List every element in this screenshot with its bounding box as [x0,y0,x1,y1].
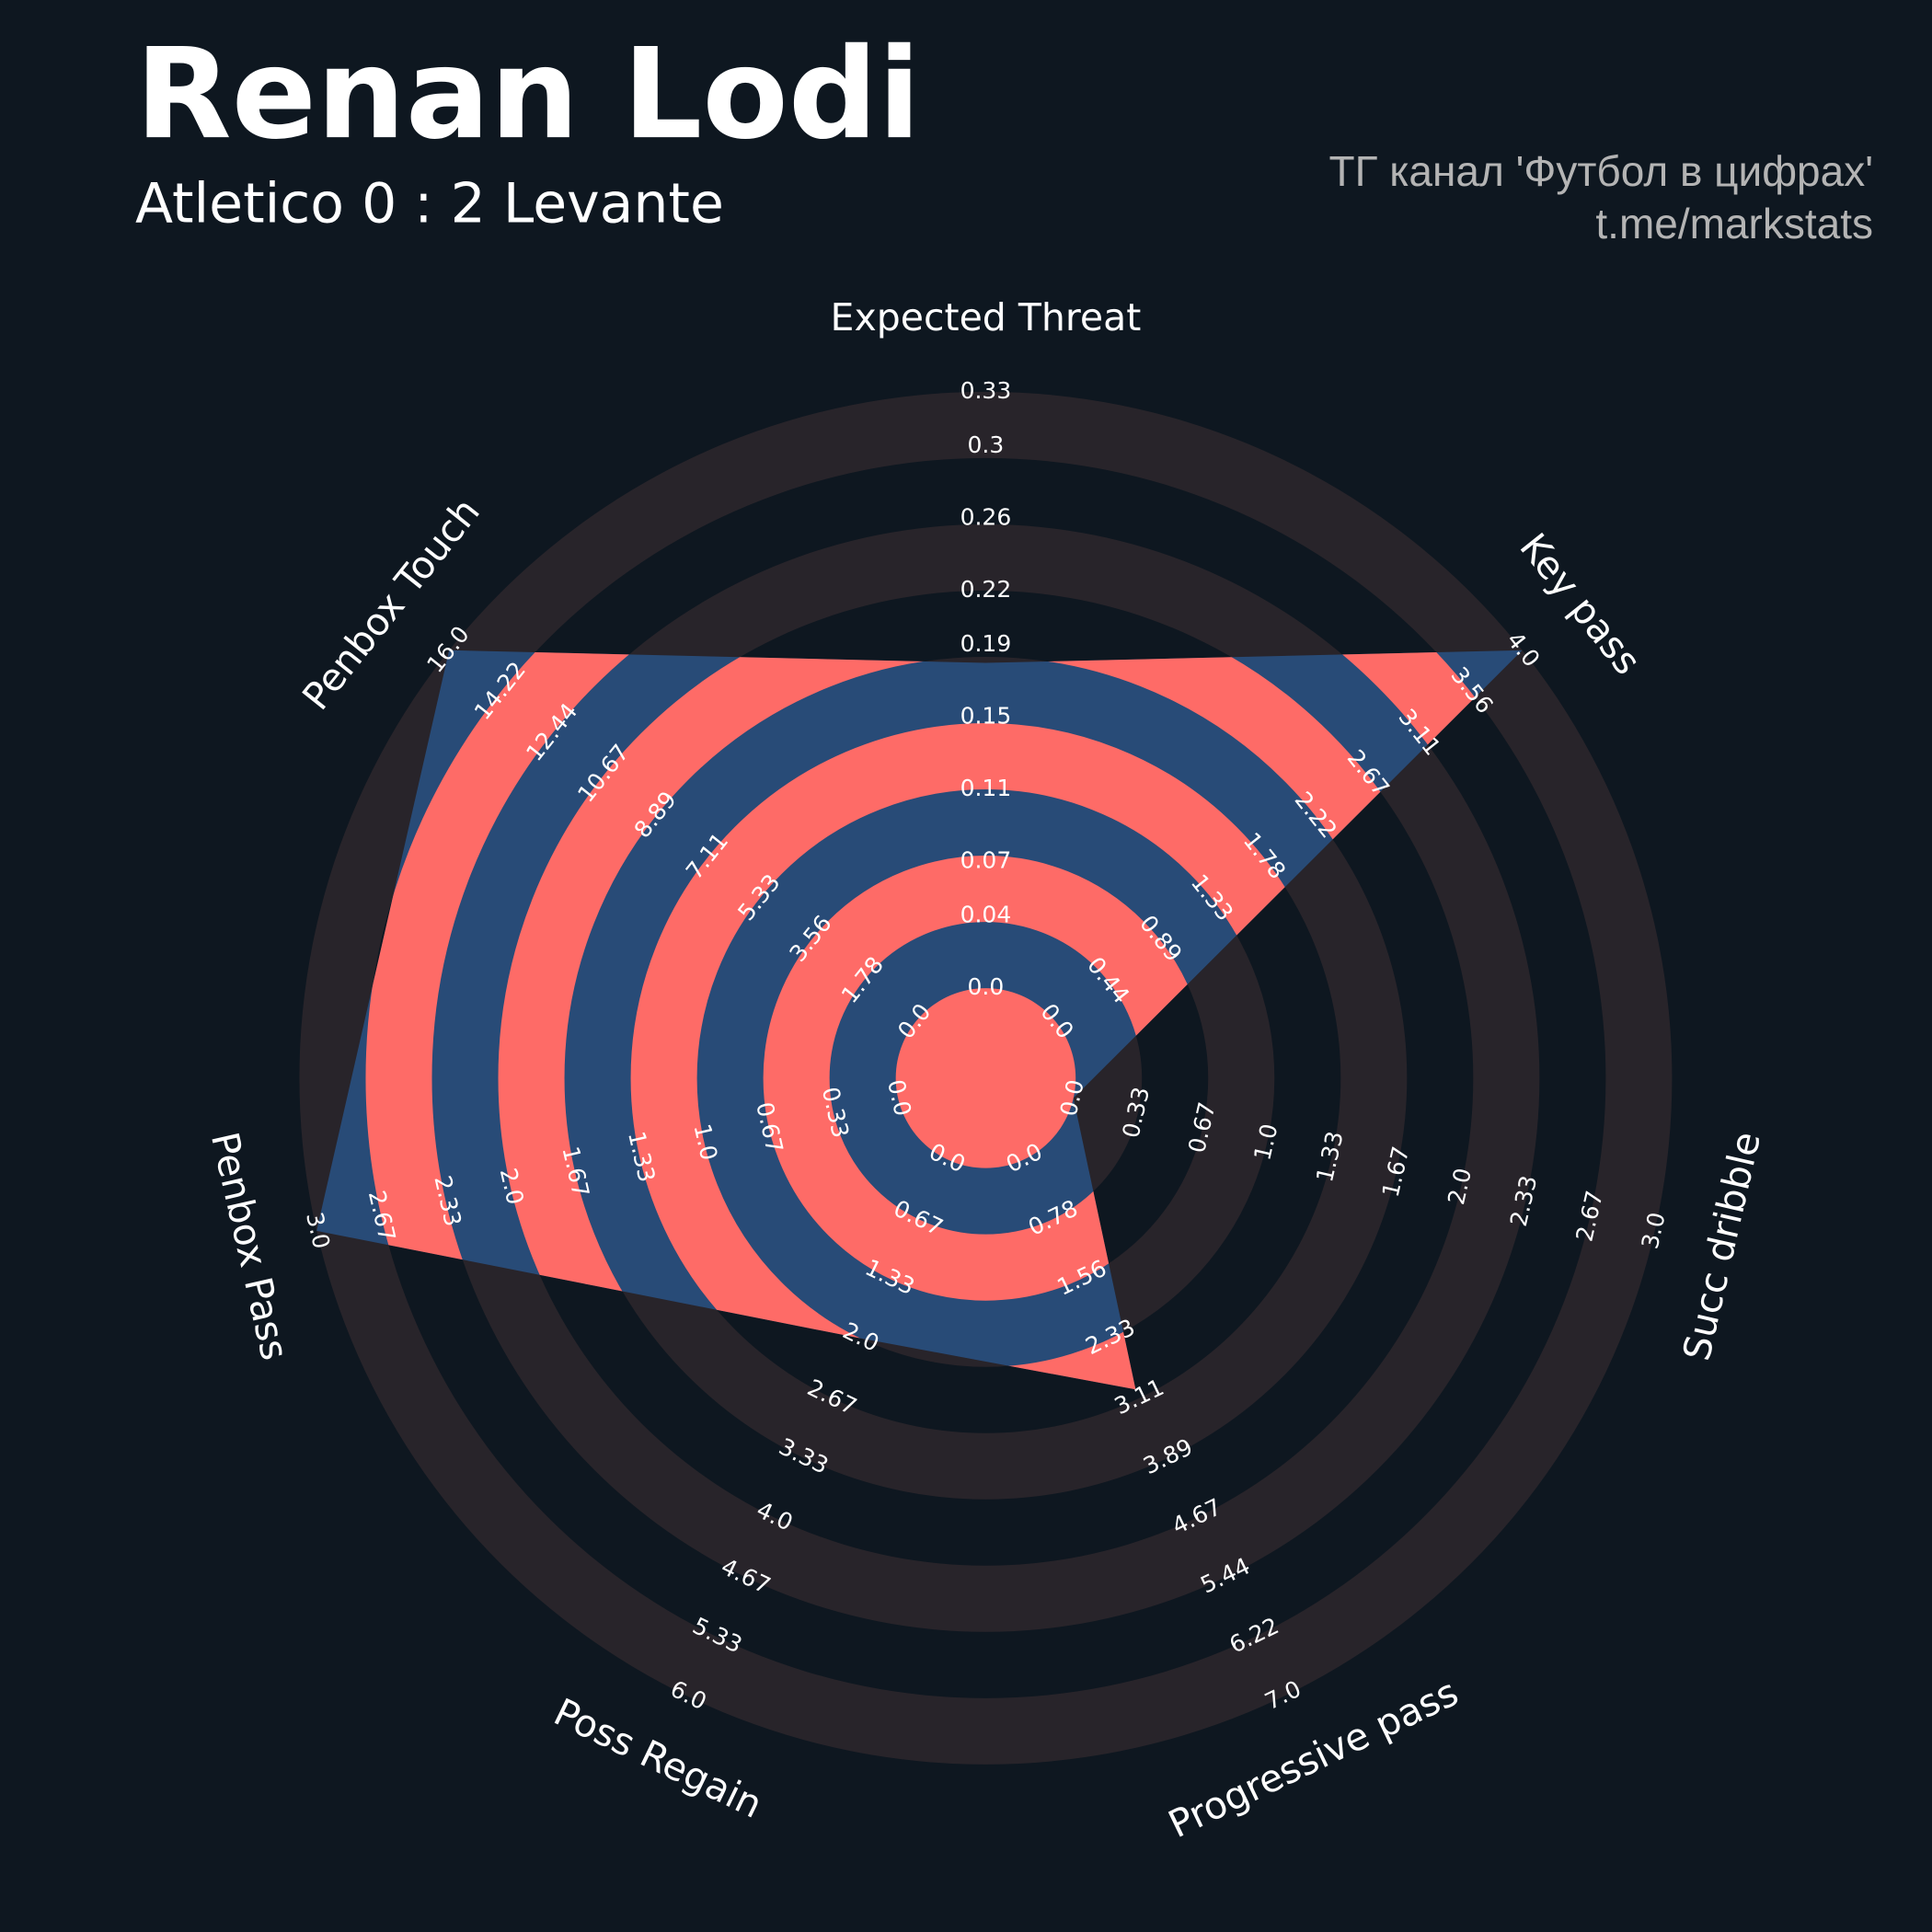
tick-label: 0.07 [960,847,1012,874]
credit: ТГ канал 'Футбол в цифрах' [1328,147,1873,195]
tick-label: 0.3 [968,431,1005,458]
credit: t.me/markstats [1595,200,1873,247]
radar-ring [365,650,1523,1390]
center-circle [895,988,1076,1168]
tick-label: 0.33 [960,377,1012,404]
tick-label: 0.04 [960,902,1012,928]
tick-label: 0.0 [968,973,1005,1000]
tick-label: 0.22 [960,576,1012,603]
tick-label: 0.15 [960,702,1012,729]
tick-label: 0.26 [960,503,1012,530]
chart-subtitle: Atletico 0 : 2 Levante [135,172,724,236]
tick-label: 0.19 [960,630,1012,657]
param-label: Expected Threat [831,295,1142,339]
chart-title: Renan Lodi [135,22,921,167]
tick-label: 0.11 [960,775,1012,801]
